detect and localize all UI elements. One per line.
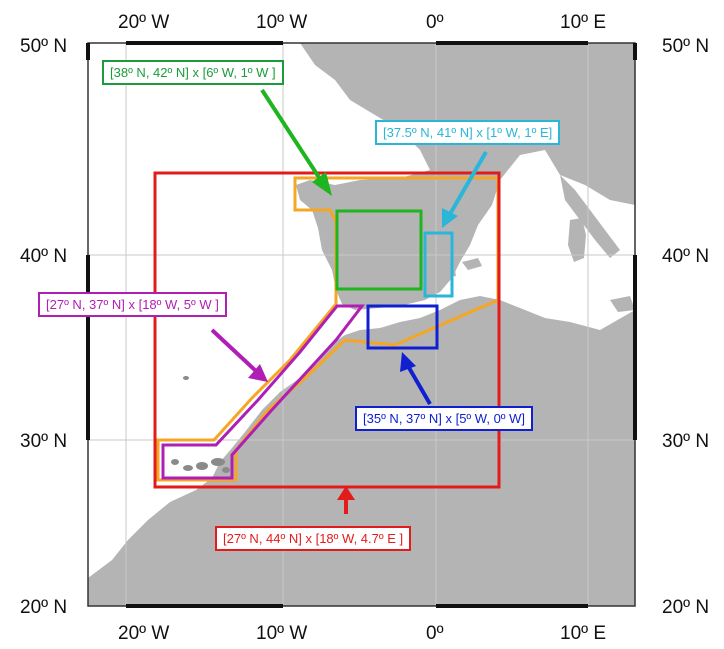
green-region-box [335, 209, 423, 291]
madeira-island [183, 376, 189, 380]
left-lat-label-50n: 50º N [20, 36, 67, 57]
arrow-green [260, 88, 332, 196]
cyan-region-box [423, 231, 454, 298]
right-lat-label-30n: 30º N [662, 431, 709, 452]
top-lon-label-10e: 10º E [560, 12, 606, 33]
blue-region-label: [35º N, 37º N] x [5º W, 0º W] [355, 406, 534, 431]
arrow-blue [400, 352, 432, 406]
left-lat-label-30n: 30º N [20, 431, 67, 452]
bottom-lon-label-0: 0º [426, 623, 444, 644]
left-lat-label-20n: 20º N [20, 597, 67, 618]
left-lat-label-40n: 40º N [20, 246, 67, 267]
top-lon-label-20w: 20º W [118, 12, 169, 33]
right-lat-label-40n: 40º N [662, 246, 709, 267]
right-lat-label-20n: 20º N [662, 597, 709, 618]
green-region-label: [38º N, 42º N] x [6º W, 1º W ] [102, 60, 284, 85]
bottom-lon-label-10w: 10º W [256, 623, 307, 644]
balearic-islands [448, 258, 482, 277]
arrow-cyan [442, 150, 488, 228]
canary-islands [171, 458, 230, 473]
red-region-box [153, 171, 501, 489]
bottom-lon-label-20w: 20º W [118, 623, 169, 644]
arrow-red [337, 486, 355, 514]
italy-landmass [560, 175, 620, 258]
right-lat-label-50n: 50º N [662, 36, 709, 57]
top-lon-label-10w: 10º W [256, 12, 307, 33]
arrow-purple [210, 328, 268, 382]
red-region-label: [27º N, 44º N] x [18º W, 4.7º E ] [215, 526, 412, 551]
blue-region-box [366, 304, 439, 350]
bottom-lon-label-10e: 10º E [560, 623, 606, 644]
corsica-sardinia [568, 218, 586, 262]
cyan-region-label: [37.5º N, 41º N] x [1º W, 1º E] [375, 120, 561, 145]
sicily-landmass [610, 296, 635, 312]
purple-region-label: [27º N, 37º N] x [18º W, 5º W ] [38, 292, 227, 317]
top-lon-label-0: 0º [426, 12, 444, 33]
frame-ticks [86, 41, 637, 608]
purple-region-outline [161, 304, 366, 480]
